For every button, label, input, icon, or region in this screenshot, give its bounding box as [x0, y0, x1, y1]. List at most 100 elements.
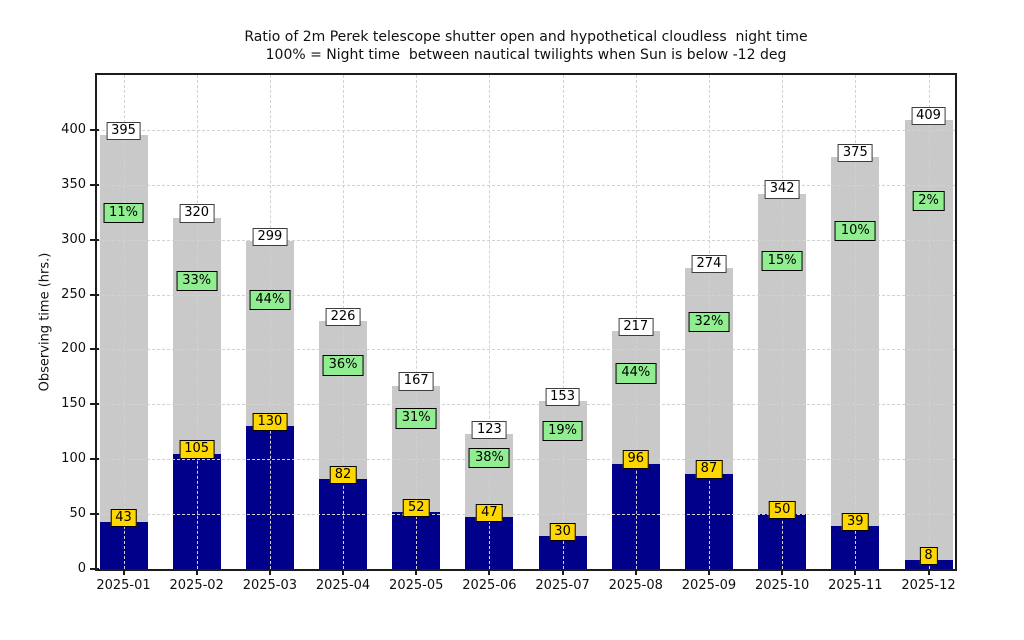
- total-hours-label: 320: [179, 204, 215, 223]
- y-tick-label: 50: [69, 506, 86, 522]
- open-hours-label: 105: [179, 440, 215, 459]
- percent-label: 38%: [468, 448, 510, 469]
- y-tick-label: 300: [61, 231, 86, 247]
- total-hours-label: 375: [837, 144, 873, 163]
- y-tick-mark: [90, 183, 99, 186]
- v-gridline: [196, 75, 198, 569]
- percent-label: 33%: [176, 270, 218, 291]
- x-tick-label: 2025-10: [754, 578, 810, 593]
- v-gridline: [855, 75, 857, 569]
- total-hours-label: 226: [325, 307, 361, 326]
- y-tick-label: 350: [61, 176, 86, 192]
- chart-title-line1: Ratio of 2m Perek telescope shutter open…: [244, 29, 808, 45]
- x-tick-mark: [122, 569, 125, 575]
- x-tick-label: 2025-09: [681, 578, 737, 593]
- percent-label: 11%: [103, 203, 144, 224]
- percent-label: 10%: [834, 221, 876, 242]
- y-tick-label: 250: [61, 286, 86, 302]
- y-tick-mark: [90, 293, 99, 296]
- x-tick-label: 2025-12: [901, 578, 956, 593]
- total-hours-label: 274: [691, 254, 727, 274]
- percent-label: 44%: [249, 289, 291, 310]
- open-hours-label: 52: [402, 498, 430, 517]
- x-tick-mark: [415, 569, 418, 575]
- open-hours-label: 87: [695, 460, 723, 479]
- x-tick-mark: [781, 569, 784, 575]
- open-hours-label: 82: [329, 465, 357, 484]
- x-tick-label: 2025-05: [389, 578, 444, 593]
- y-tick-label: 100: [61, 451, 86, 467]
- x-tick-label: 2025-11: [828, 578, 883, 593]
- y-tick-label: 150: [61, 396, 86, 412]
- x-tick-mark: [634, 569, 637, 575]
- total-hours-label: 123: [471, 420, 507, 439]
- x-tick-mark: [342, 569, 345, 575]
- x-tick-label: 2025-03: [242, 578, 298, 593]
- y-tick-label: 400: [61, 121, 86, 137]
- percent-label: 32%: [688, 312, 730, 333]
- x-tick-label: 2025-02: [169, 578, 224, 593]
- h-gridline-100: [97, 459, 955, 461]
- total-hours-label: 167: [398, 372, 434, 391]
- y-tick-mark: [90, 403, 99, 406]
- total-hours-label: 217: [618, 317, 654, 336]
- x-tick-mark: [268, 569, 271, 575]
- v-gridline: [928, 75, 930, 569]
- x-tick-mark: [927, 569, 930, 575]
- open-hours-label: 30: [549, 522, 576, 542]
- total-hours-label: 395: [106, 122, 141, 141]
- x-tick-mark: [488, 569, 491, 575]
- x-tick-label: 2025-08: [608, 578, 663, 593]
- h-gridline-50: [97, 514, 955, 516]
- h-gridline-300: [97, 239, 955, 241]
- open-hours-label: 50: [768, 500, 796, 520]
- y-tick-mark: [90, 348, 99, 351]
- v-gridline: [782, 75, 784, 569]
- x-tick-mark: [561, 569, 564, 575]
- percent-label: 19%: [542, 421, 584, 442]
- plot-area: 395 11% 43 320 33% 105 299 44% 130 226 36% 82 167 31%…: [95, 73, 957, 571]
- y-axis-title: Observing time (hrs.): [37, 252, 53, 392]
- open-hours-label: 96: [622, 450, 650, 469]
- total-hours-label: 409: [911, 106, 946, 126]
- y-tick-mark: [90, 458, 99, 461]
- percent-label: 2%: [912, 190, 945, 211]
- x-tick-label: 2025-06: [462, 578, 517, 593]
- y-tick-label: 0: [77, 561, 86, 576]
- y-tick-label: 200: [61, 341, 86, 357]
- x-tick-label: 2025-01: [96, 578, 151, 593]
- open-hours-label: 8: [919, 546, 938, 566]
- h-gridline-350: [97, 184, 955, 186]
- percent-label: 31%: [395, 408, 437, 429]
- h-gridline-400: [97, 129, 955, 131]
- percent-label: 36%: [322, 355, 364, 376]
- open-hours-label: 43: [110, 508, 137, 527]
- chart-title-line2: 100% = Night time between nautical twili…: [265, 47, 787, 64]
- open-hours-label: 47: [476, 504, 503, 523]
- x-tick-mark: [854, 569, 857, 575]
- y-tick-mark: [90, 513, 99, 516]
- chart-title: Ratio of 2m Perek telescope shutter open…: [97, 28, 955, 65]
- total-hours-label: 342: [764, 180, 800, 199]
- v-gridline: [123, 75, 125, 569]
- percent-label: 15%: [761, 250, 803, 272]
- y-tick-mark: [90, 238, 99, 241]
- v-gridline: [269, 75, 271, 569]
- open-hours-label: 130: [252, 413, 288, 432]
- open-hours-label: 39: [842, 512, 869, 532]
- v-gridline: [416, 75, 418, 569]
- y-tick-mark: [90, 128, 99, 131]
- v-gridline: [562, 75, 564, 569]
- h-gridline-200: [97, 349, 955, 351]
- h-gridline-150: [97, 404, 955, 406]
- x-tick-label: 2025-04: [315, 578, 371, 593]
- x-tick-label: 2025-07: [535, 578, 590, 593]
- x-tick-mark: [195, 569, 198, 575]
- total-hours-label: 299: [252, 227, 288, 246]
- y-tick-mark: [90, 568, 99, 570]
- x-tick-mark: [707, 569, 710, 575]
- h-gridline-250: [97, 294, 955, 296]
- v-gridline: [489, 75, 491, 569]
- total-hours-label: 153: [545, 387, 580, 407]
